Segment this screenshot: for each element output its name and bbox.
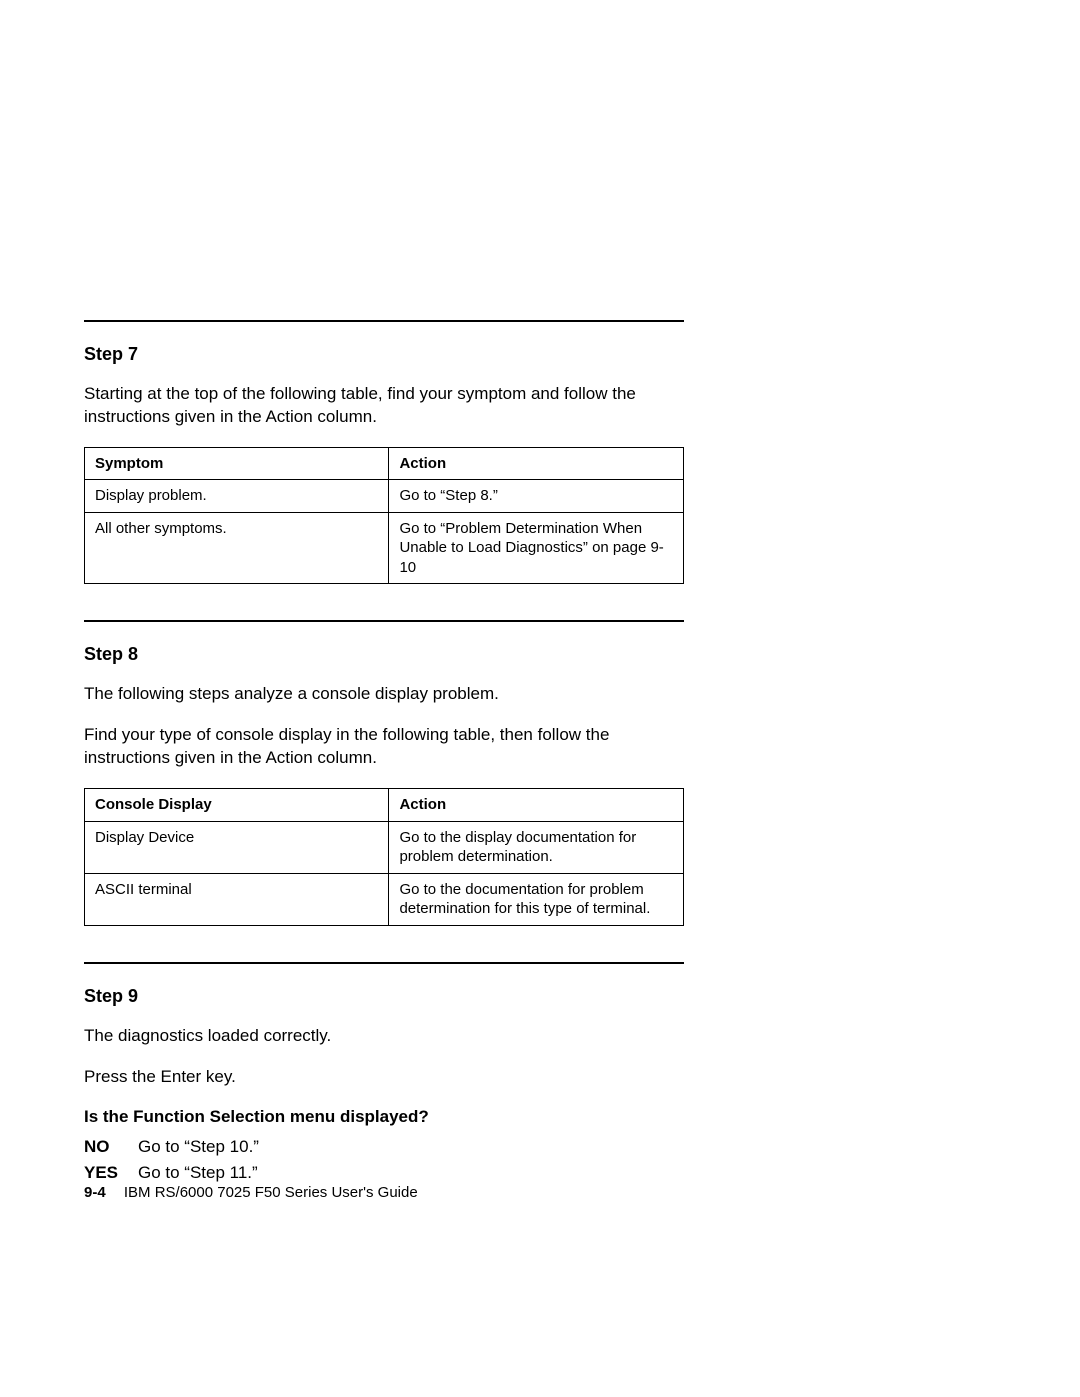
- step-9-question: Is the Function Selection menu displayed…: [84, 1107, 684, 1127]
- step-7-section: Step 7 Starting at the top of the follow…: [84, 344, 684, 584]
- answer-row: YES Go to “Step 11.”: [84, 1163, 684, 1183]
- table-cell: Display problem.: [85, 480, 389, 513]
- answer-text: Go to “Step 10.”: [138, 1137, 259, 1157]
- step-7-para: Starting at the top of the following tab…: [84, 383, 684, 429]
- step-9-section: Step 9 The diagnostics loaded correctly.…: [84, 986, 684, 1183]
- table-cell: Go to “Problem Determination When Unable…: [389, 512, 684, 584]
- divider: [84, 962, 684, 964]
- step-9-para2: Press the Enter key.: [84, 1066, 684, 1089]
- table-header: Action: [389, 447, 684, 480]
- table-header: Action: [389, 789, 684, 822]
- table-row: All other symptoms. Go to “Problem Deter…: [85, 512, 684, 584]
- step-9-para1: The diagnostics loaded correctly.: [84, 1025, 684, 1048]
- table-cell: All other symptoms.: [85, 512, 389, 584]
- answer-row: NO Go to “Step 10.”: [84, 1137, 684, 1157]
- step-8-section: Step 8 The following steps analyze a con…: [84, 644, 684, 925]
- step-8-heading: Step 8: [84, 644, 684, 665]
- table-cell: ASCII terminal: [85, 873, 389, 925]
- answer-key: NO: [84, 1137, 138, 1157]
- step-8-para2: Find your type of console display in the…: [84, 724, 684, 770]
- divider: [84, 320, 684, 322]
- table-header-row: Symptom Action: [85, 447, 684, 480]
- page-content: Step 7 Starting at the top of the follow…: [84, 320, 684, 1211]
- step-8-table: Console Display Action Display Device Go…: [84, 788, 684, 926]
- table-header: Console Display: [85, 789, 389, 822]
- answer-key: YES: [84, 1163, 138, 1183]
- step-8-para1: The following steps analyze a console di…: [84, 683, 684, 706]
- footer-title: IBM RS/6000 7025 F50 Series User's Guide: [124, 1184, 418, 1201]
- table-header: Symptom: [85, 447, 389, 480]
- page-number: 9-4: [84, 1184, 106, 1201]
- table-row: ASCII terminal Go to the documentation f…: [85, 873, 684, 925]
- answer-text: Go to “Step 11.”: [138, 1163, 258, 1183]
- table-cell: Go to “Step 8.”: [389, 480, 684, 513]
- table-cell: Go to the documentation for problem dete…: [389, 873, 684, 925]
- table-header-row: Console Display Action: [85, 789, 684, 822]
- step-9-heading: Step 9: [84, 986, 684, 1007]
- page-footer: 9-4 IBM RS/6000 7025 F50 Series User's G…: [84, 1184, 418, 1201]
- table-cell: Display Device: [85, 821, 389, 873]
- step-7-heading: Step 7: [84, 344, 684, 365]
- table-row: Display problem. Go to “Step 8.”: [85, 480, 684, 513]
- table-cell: Go to the display documentation for prob…: [389, 821, 684, 873]
- divider: [84, 620, 684, 622]
- step-7-table: Symptom Action Display problem. Go to “S…: [84, 447, 684, 585]
- table-row: Display Device Go to the display documen…: [85, 821, 684, 873]
